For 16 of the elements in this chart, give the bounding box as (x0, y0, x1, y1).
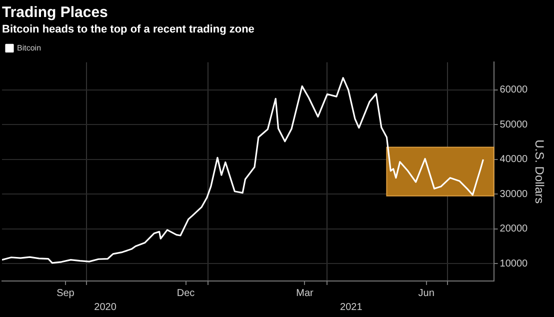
x-tick-label: Jun (418, 288, 434, 299)
legend-label: Bitcoin (17, 43, 42, 52)
chart-subtitle: Bitcoin heads to the top of a recent trading zone (2, 24, 254, 36)
x-tick-label: Sep (56, 288, 75, 299)
text: 2020 (94, 302, 117, 313)
y-tick-label: 50000 (500, 119, 528, 130)
x-tick-label: Mar (296, 288, 314, 299)
y-tick-label: 40000 (500, 154, 528, 166)
chart-title: Trading Places (2, 4, 108, 22)
y-tick-label: 20000 (500, 224, 528, 235)
y-axis-title: U.S. Dollars (532, 140, 546, 204)
y-tick-label: 30000 (500, 188, 528, 200)
y-tick-label: 10000 (500, 258, 528, 270)
text: 2021 (340, 302, 363, 313)
x-tick-label: Dec (176, 288, 195, 299)
y-tick-label: 60000 (500, 84, 528, 96)
